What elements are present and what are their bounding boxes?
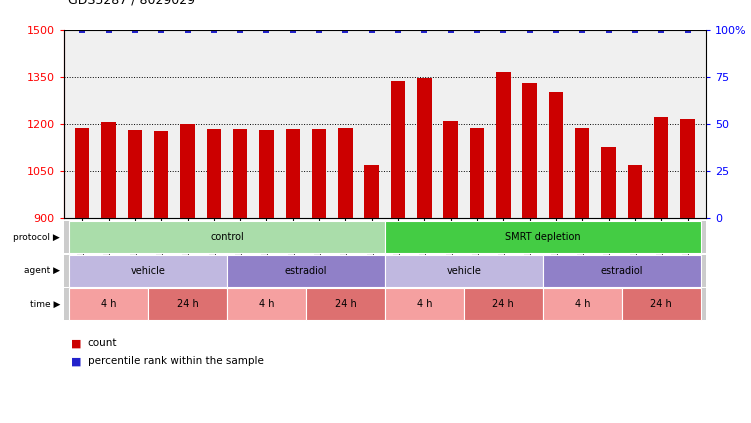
Bar	[259, 130, 273, 218]
Bar	[443, 121, 458, 218]
Text: protocol ▶: protocol ▶	[14, 233, 60, 242]
Text: 4 h: 4 h	[258, 299, 274, 309]
Text: 24 h: 24 h	[334, 299, 356, 309]
Bar	[628, 165, 642, 218]
Bar	[364, 165, 379, 218]
Text: 4 h: 4 h	[101, 299, 116, 309]
Bar	[180, 124, 195, 218]
Text: 24 h: 24 h	[650, 299, 672, 309]
Text: control: control	[210, 232, 244, 242]
Bar	[496, 72, 511, 218]
Text: count: count	[88, 338, 117, 349]
Text: SMRT depletion: SMRT depletion	[505, 232, 581, 242]
Text: percentile rank within the sample: percentile rank within the sample	[88, 356, 264, 366]
Bar	[101, 121, 116, 218]
Text: time ▶: time ▶	[30, 299, 60, 309]
Text: ■: ■	[71, 338, 82, 349]
Bar	[549, 92, 563, 218]
Text: estradiol: estradiol	[285, 266, 327, 276]
Text: 4 h: 4 h	[417, 299, 432, 309]
Bar	[417, 78, 432, 218]
Text: agent ▶: agent ▶	[24, 266, 60, 275]
Text: GDS5287 / 8029029: GDS5287 / 8029029	[68, 0, 195, 6]
Bar	[575, 129, 590, 218]
Bar	[654, 118, 668, 218]
Bar	[154, 131, 168, 218]
Bar	[75, 129, 89, 218]
Bar	[523, 83, 537, 218]
Text: estradiol: estradiol	[601, 266, 643, 276]
Bar	[680, 119, 695, 218]
Text: vehicle: vehicle	[131, 266, 165, 276]
Text: vehicle: vehicle	[446, 266, 481, 276]
Bar	[285, 129, 300, 218]
Text: 24 h: 24 h	[176, 299, 198, 309]
Bar	[338, 128, 353, 218]
Bar	[312, 129, 327, 218]
Text: 24 h: 24 h	[493, 299, 514, 309]
Bar	[128, 130, 142, 218]
Text: 4 h: 4 h	[575, 299, 590, 309]
Text: ■: ■	[71, 356, 82, 366]
Bar	[470, 129, 484, 218]
Bar	[233, 129, 247, 218]
Bar	[207, 129, 221, 218]
Bar	[391, 81, 406, 218]
Bar	[602, 147, 616, 218]
